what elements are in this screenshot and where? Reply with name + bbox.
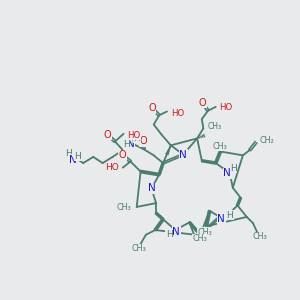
Text: O: O [119,150,127,160]
Text: O: O [103,130,111,140]
Text: H: H [226,211,233,220]
Text: N: N [217,214,225,224]
Text: N: N [172,226,180,237]
Text: CH₃: CH₃ [193,234,208,243]
Text: N: N [224,168,231,178]
Text: CH₃: CH₃ [116,203,131,212]
Text: CH₃: CH₃ [253,232,267,242]
Text: HO: HO [220,103,233,112]
Text: N: N [68,155,76,165]
Text: O: O [140,136,148,146]
Text: HO: HO [128,131,141,140]
Text: N: N [127,139,134,149]
Polygon shape [166,145,171,155]
Text: O: O [148,103,156,113]
Text: H: H [230,164,237,173]
Text: H: H [74,152,81,160]
Text: CH₃: CH₃ [132,244,146,253]
Text: H: H [166,230,172,239]
Text: N: N [148,184,155,194]
Text: CH₃: CH₃ [208,122,222,131]
Text: O: O [199,98,206,108]
Text: CH₂: CH₂ [260,136,275,145]
Text: HO: HO [105,163,119,172]
Text: H: H [133,134,140,143]
Text: H: H [65,149,72,158]
Text: N: N [179,150,187,160]
Text: H: H [123,140,130,149]
Text: CH₃: CH₃ [197,228,212,237]
Text: HO: HO [171,109,184,118]
Text: CH₃: CH₃ [212,142,227,151]
